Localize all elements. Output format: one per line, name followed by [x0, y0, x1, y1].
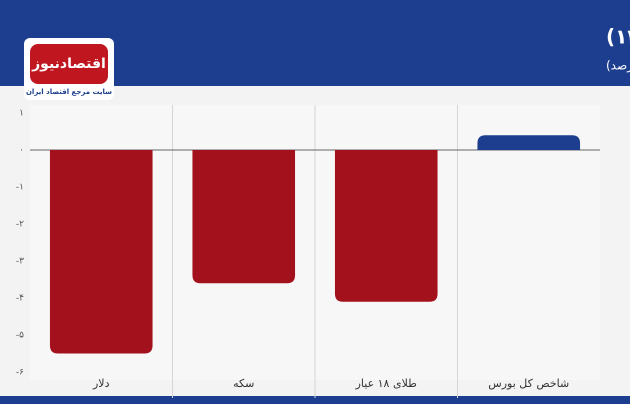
bar [334, 150, 438, 302]
x-tick-label: سکه [233, 377, 254, 390]
logo-name: اقتصادنیوز [31, 56, 106, 72]
chart-title: | بازدهی بازارها (چهارشنبه ۱۵ اردیبهشت ۱… [606, 25, 630, 50]
x-tick-label: دلار [92, 377, 110, 390]
y-tick-label: -۵ [16, 331, 24, 341]
footer-band [0, 396, 630, 404]
logo-mark [30, 44, 108, 84]
bar [192, 150, 296, 284]
x-tick-label: شاخص کل بورس [488, 377, 569, 390]
x-tick-label: طلای ۱۸ عیار [355, 377, 418, 390]
y-tick-label: -۳ [16, 257, 24, 267]
y-tick-label: -۶ [16, 368, 24, 378]
bar [49, 150, 153, 354]
chart-subtitle: (واحد: درصد) [606, 59, 630, 74]
y-tick-label: -۱ [16, 183, 24, 193]
y-tick-label: ۱ [19, 109, 24, 119]
bar [477, 135, 581, 150]
logo-tagline: سایت مرجع اقتصاد ایران [26, 88, 112, 96]
y-tick-label: ۰ [19, 146, 24, 156]
y-tick-label: -۴ [16, 294, 24, 304]
y-tick-label: -۲ [16, 220, 24, 230]
